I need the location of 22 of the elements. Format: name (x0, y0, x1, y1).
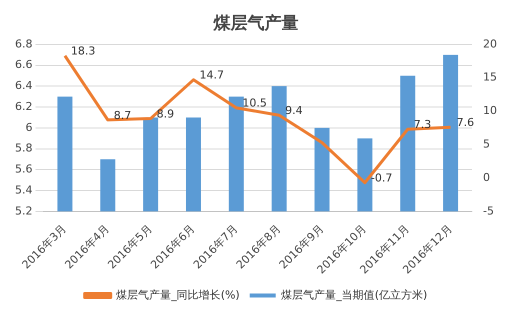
data-label: 14.7 (199, 68, 224, 82)
y-tick-label: 5.2 (14, 204, 32, 218)
data-label: 18.3 (70, 44, 96, 58)
chart-title: 煤层气产量 (212, 14, 298, 34)
y2-tick-label: 20 (483, 37, 498, 50)
legend-label: 煤层气产量_当期值(亿立方米) (281, 288, 428, 302)
y-tick-label: 6 (25, 120, 32, 134)
y2-tick-label: 5 (483, 137, 490, 150)
y-tick-label: 6.8 (14, 37, 32, 50)
legend-label: 煤层气产量_同比增长(%) (116, 288, 240, 302)
y-tick-label: 6.6 (14, 58, 32, 72)
data-label: 10.5 (242, 96, 267, 110)
y-tick-label: 6.4 (14, 79, 32, 92)
y-tick-label: 5.6 (14, 162, 32, 176)
y2-tick-label: 15 (483, 70, 498, 84)
y-tick-label: 5.8 (14, 142, 32, 155)
y-tick-label: 6.2 (14, 100, 32, 113)
y2-tick-label: 10 (483, 104, 498, 118)
y2-tick-label: 0 (483, 170, 490, 184)
data-label: 8.9 (156, 107, 174, 120)
y-tick-label: 5.4 (14, 183, 32, 196)
y2-tick-label: -5 (483, 204, 494, 218)
